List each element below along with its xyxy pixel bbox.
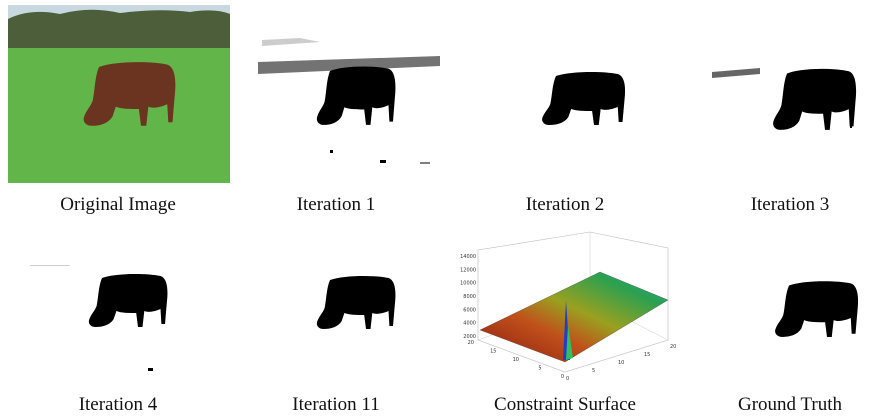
caption: Iteration 11 [226,394,446,416]
iteration-1-mask [258,38,440,164]
axis-tick-label: 14000 [460,254,476,260]
caption: Iteration 2 [455,194,675,216]
ground-truth-mask [775,281,858,337]
caption: Ground Truth [680,394,883,416]
caption: Iteration 4 [8,394,228,416]
axis-tick-label: 5 [592,368,595,374]
axis-tick-label: 15 [644,352,650,358]
caption: Original Image [8,194,228,216]
axis-tick-label: 10000 [460,281,476,287]
axis-tick-label: 8000 [463,294,476,300]
iteration-11-mask [317,276,396,329]
caption: Iteration 1 [226,194,446,216]
axis-tick-label: 4000 [463,321,476,327]
axis-tick-label: 10 [513,357,519,363]
axis-tick-label: 5 [538,366,541,372]
iteration-2-mask [542,72,625,125]
axis-tick-label: 6000 [463,307,476,313]
page: 1400012000100008000600040002000201510500… [0,0,883,417]
iteration-4-mask [30,265,167,371]
original-image [8,5,230,183]
axis-tick-label: 10 [618,360,624,366]
iteration-3-mask [712,68,856,130]
axis-tick-label: 12000 [460,267,476,273]
caption: Iteration 3 [680,194,883,216]
caption: Constraint Surface [455,394,675,416]
axis-tick-label: 15 [490,349,496,355]
axis-tick-label: 0 [561,374,564,380]
axis-tick-label: 0 [566,376,569,382]
axis-tick-label: 20 [468,340,474,346]
axis-tick-label: 20 [670,344,676,350]
